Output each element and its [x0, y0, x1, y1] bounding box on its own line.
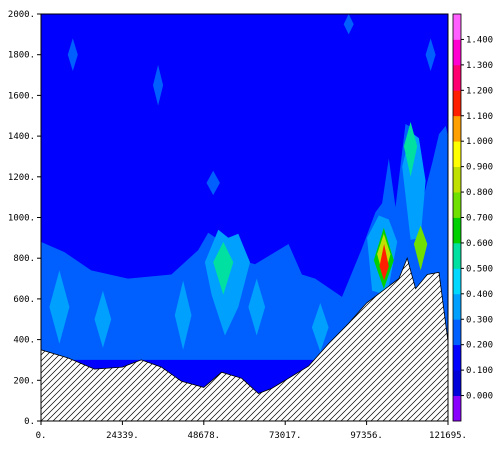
contour-region-6: [49, 270, 70, 344]
x-tick-label-4: 97356.: [350, 431, 383, 441]
contour-region-4: [425, 38, 436, 71]
x-tick-label-0: 0.: [36, 431, 47, 441]
contour-region-0: [41, 123, 448, 360]
contour-region-3: [343, 14, 354, 35]
colorbar-swatch-3: [453, 319, 461, 346]
colorbar-swatch-15: [453, 14, 461, 40]
colorbar-swatch-8: [453, 192, 461, 218]
colorbar-label-8: 0.700: [466, 214, 493, 224]
y-tick-label-3: 600.: [13, 295, 35, 305]
contour-region-2: [153, 64, 164, 106]
colorbar-swatch-14: [453, 39, 461, 66]
x-axis: 0. 24339. 48678. 73017. 97356. 121695.: [36, 421, 467, 441]
colorbar-label-7: 0.600: [466, 239, 493, 249]
colorbar-label-6: 0.500: [466, 264, 493, 274]
colorbar-swatch-0: [453, 395, 461, 422]
terrain-hatch: [41, 256, 448, 421]
contour-region-8: [174, 280, 192, 350]
contour-region-17: [413, 225, 428, 271]
y-tick-label-1: 200.: [13, 376, 35, 386]
colorbar-swatch-1: [453, 370, 461, 396]
contour-region-1: [67, 38, 78, 71]
colorbar-swatch-2: [453, 344, 461, 371]
contour-region-14: [213, 241, 234, 295]
colorbar-swatch-5: [453, 268, 461, 295]
colorbar-label-15: 1.400: [466, 35, 493, 45]
colorbar-label-9: 0.800: [466, 188, 493, 198]
colorbar-label-2: 0.100: [466, 366, 493, 376]
colorbar-label-12: 1.100: [466, 112, 493, 122]
colorbar-swatch-13: [453, 64, 461, 91]
colorbar-label-4: 0.300: [466, 315, 493, 325]
y-axis: 0. 200. 400. 600. 800. 1000. 1200. 1400. 1600. 18…: [8, 10, 41, 427]
y-tick-label-6: 1200.: [8, 173, 35, 183]
colorbar-swatch-11: [453, 115, 461, 142]
colorbar-label-13: 1.200: [466, 86, 493, 96]
x-tick-label-5: 121695.: [429, 431, 467, 441]
colorbar-frame: [452, 13, 462, 422]
colorbar-label-14: 1.300: [466, 61, 493, 71]
colorbar-label-10: 0.900: [466, 163, 493, 173]
colorbar-swatch-12: [453, 90, 461, 117]
contour-region-5: [206, 170, 220, 196]
colorbar-swatch-7: [453, 217, 461, 244]
contour-region-19: [379, 244, 389, 281]
y-tick-label-2: 400.: [13, 336, 35, 346]
contour-region-9: [204, 229, 250, 336]
x-tick-label-2: 48678.: [188, 431, 221, 441]
contour-layer: [41, 14, 448, 360]
colorbar-swatch-4: [453, 293, 461, 320]
colorbar-label-3: 0.200: [466, 341, 493, 351]
colorbar-label-11: 1.000: [466, 137, 493, 147]
y-tick-label-7: 1400.: [8, 132, 35, 142]
y-tick-label-9: 1800.: [8, 51, 35, 61]
y-tick-label-0: 0.: [24, 417, 35, 427]
colorbar-label-5: 0.400: [466, 290, 493, 300]
y-tick-label-5: 1000.: [8, 214, 35, 224]
x-tick-label-3: 73017.: [269, 431, 302, 441]
colorbar-label-1: 0.000: [466, 392, 493, 402]
colorbar-swatch-9: [453, 166, 461, 193]
y-tick-label-8: 1600.: [8, 91, 35, 101]
y-tick-label-4: 800.: [13, 254, 35, 264]
x-tick-label-1: 24339.: [106, 431, 139, 441]
colorbar-swatch-10: [453, 141, 461, 168]
y-tick-label-10: 2000.: [8, 10, 35, 20]
colorbar-swatch-6: [453, 242, 461, 269]
colorbar: 0.000 0.100 0.200 0.300 0.400 0.500 0.600 0.700…: [452, 13, 493, 422]
contour-region-7: [94, 290, 112, 348]
contour-region-15: [403, 121, 418, 177]
plot-area: [40, 13, 449, 422]
contour-region-10: [248, 278, 266, 336]
contour-region-11: [311, 303, 329, 352]
